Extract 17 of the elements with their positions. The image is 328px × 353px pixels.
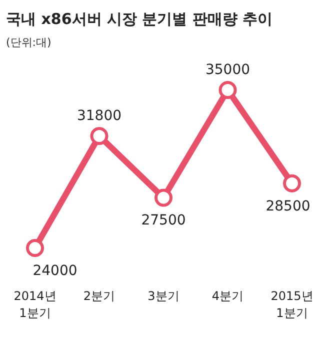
chart-title: 국내 x86서버 시장 분기별 판매량 추이: [6, 10, 273, 28]
point: [26, 239, 44, 257]
x-tick-label: 2014년 1분기: [14, 289, 56, 320]
data-label: 31800: [76, 108, 122, 124]
x-tick-label: 2분기: [83, 289, 116, 303]
x-tick-label: 4분기: [212, 289, 244, 303]
chart-subtitle: (단위:대): [6, 36, 52, 49]
data-label: 27500: [141, 212, 186, 229]
point: [283, 174, 301, 192]
data-label: 35000: [205, 62, 250, 78]
point: [154, 188, 172, 207]
point: [90, 126, 108, 145]
x-tick-label: 3분기: [148, 289, 180, 303]
data-label: 28500: [266, 198, 310, 214]
x-tick-label: 2015년 1분기: [270, 289, 314, 320]
data-label: 24000: [32, 263, 78, 279]
point: [218, 81, 237, 99]
